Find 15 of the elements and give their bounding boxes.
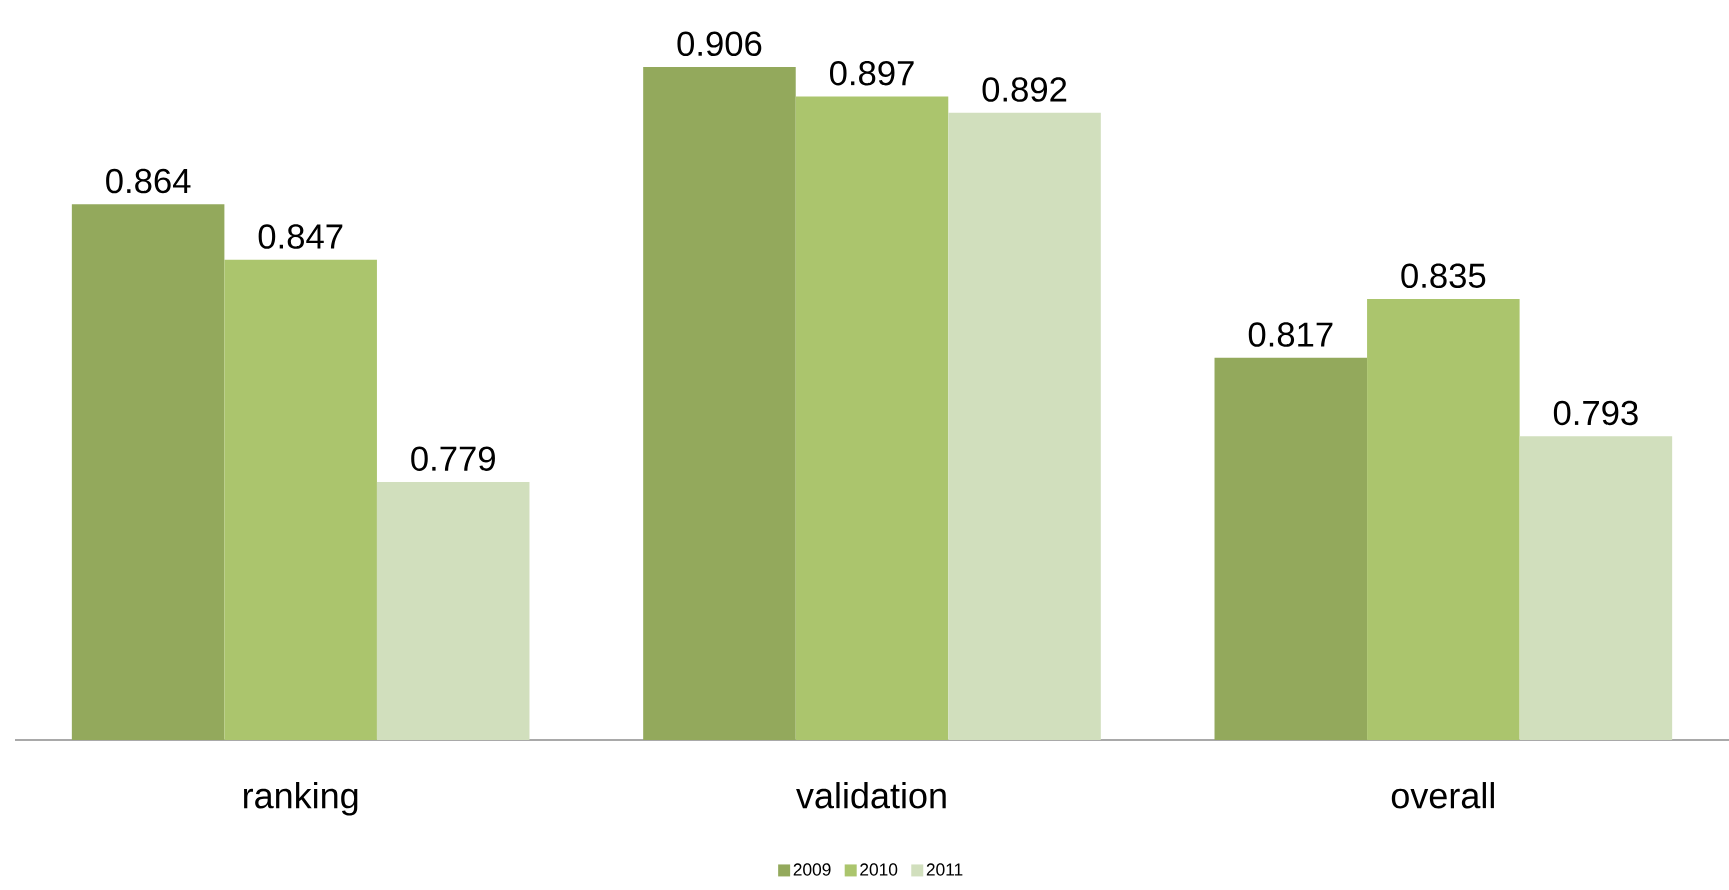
data-label: 0.864: [106, 168, 191, 194]
data-label: 0.817: [1248, 322, 1333, 347]
data-label: 0.779: [411, 446, 495, 471]
legend-label: 2010: [860, 863, 898, 876]
x-tick-label: overall: [1391, 782, 1494, 809]
legend-label: 2009: [793, 863, 831, 876]
x-tick-label: validation: [796, 782, 946, 809]
data-label: 0.847: [258, 224, 343, 249]
data-label: 0.892: [982, 77, 1067, 102]
data-label: 0.897: [829, 60, 914, 86]
data-label: 0.835: [1401, 263, 1486, 289]
x-tick-label: ranking: [244, 782, 358, 816]
data-label: 0.906: [677, 31, 762, 57]
data-label: 0.793: [1553, 400, 1638, 426]
legend-label: 2011: [926, 863, 963, 876]
